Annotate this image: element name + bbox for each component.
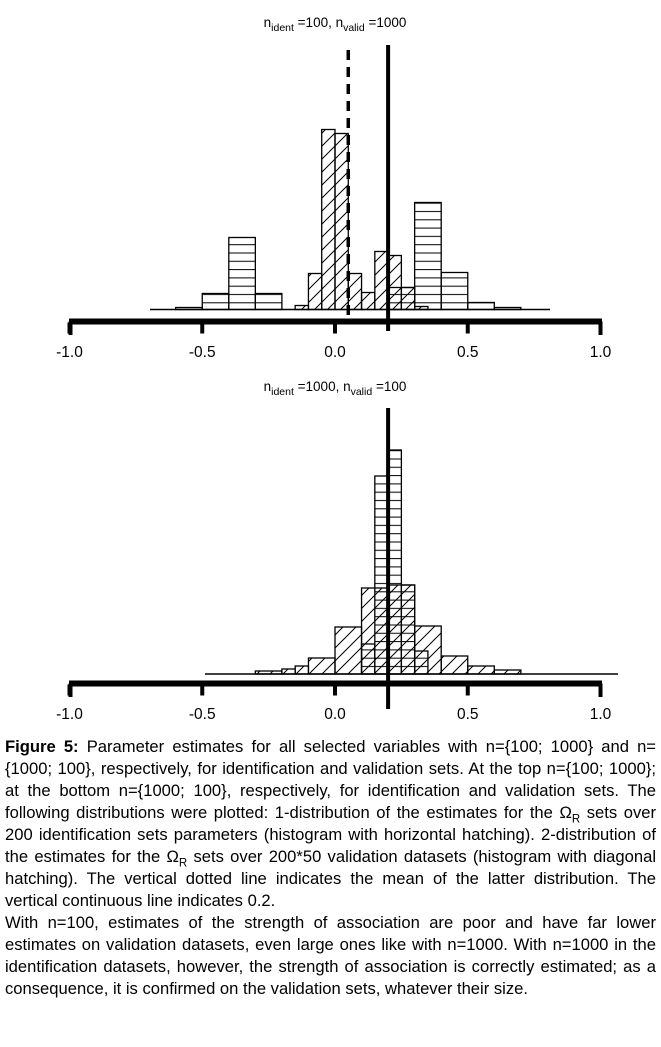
caption-text: Parameter estimates for all selected var… [5,737,656,822]
bottom-histogram-chart: -1.0 -0.5 0.0 0.5 1.0 nident =1000, nvalid =1… [56,379,618,723]
chart-title-text: n [264,379,272,394]
hist-bar-diagonal-hatch [467,665,495,675]
hist-bar-horizontal-hatch [228,236,257,311]
hist-bar-diagonal-hatch [294,304,310,311]
caption-subscript: R [571,813,581,826]
chart-title-text: =100 [372,379,406,394]
chart-title: nident =1000, nvalid =100 [264,379,407,398]
caption-text: sets over 200 identification sets parame… [5,803,657,866]
x-axis-tick-label: -1.0 [56,706,83,723]
hist-bar-horizontal-hatch [413,201,442,311]
hist-bar-diagonal-hatch [360,587,389,675]
hist-bar-diagonal-hatch [307,272,323,311]
chart-title: nident =100, nvalid =1000 [264,15,407,34]
x-axis-tick-label: -0.5 [189,706,216,723]
caption-text: sets over 200*50 validation datasets (hi… [5,847,657,910]
hist-bar-diagonal-hatch [254,670,283,675]
x-axis-tick-label: 0.5 [457,706,479,723]
x-axis-tick-label: 0.0 [324,706,346,723]
chart-title-subscript: valid [343,22,365,34]
chart-title-subscript: ident [271,22,294,34]
caption-text: Ω [559,803,572,822]
figure-caption: Figure 5: Parameter estimates for all se… [0,734,661,1000]
x-axis-tick-label: 0.0 [324,344,346,361]
figure-5-parameter-estimates: -1.0 -0.5 0.0 0.5 1.0 nident =100, nvalid =10… [0,15,661,1000]
caption-text: With n=100, estimates of the strength of… [5,913,656,998]
hist-bar-horizontal-hatch [254,292,283,311]
caption-paragraph: With n=100, estimates of the strength of… [5,912,656,1000]
hist-bar-diagonal-hatch [347,272,363,311]
chart-title-text: =100, n [294,15,343,30]
hist-bar-horizontal-hatch [467,301,495,311]
x-axis-tick-label: -1.0 [56,344,83,361]
hist-bar-diagonal-hatch [360,291,376,311]
hist-bar-diagonal-hatch [334,132,349,311]
hist-bar-diagonal-hatch [413,305,429,311]
hist-bar-diagonal-hatch [400,286,416,311]
chart-title-subscript: ident [271,386,294,398]
caption-subscript: R [178,857,188,870]
hist-bar-horizontal-hatch [175,306,203,311]
hist-bar-diagonal-hatch [413,625,442,675]
hist-bar-diagonal-hatch [294,665,310,675]
x-axis-tick-label: 1.0 [590,344,612,361]
hist-bar-diagonal-hatch [321,128,336,311]
x-axis-tick-label: -0.5 [189,344,216,361]
caption-text: Ω [166,847,179,866]
hist-bar-horizontal-hatch [201,292,230,311]
top-histogram-chart: -1.0 -0.5 0.0 0.5 1.0 nident =100, nvalid =10… [56,15,612,361]
hist-bar-horizontal-hatch [440,271,469,311]
hist-bar-diagonal-hatch [307,657,336,675]
hist-bar-diagonal-hatch [440,655,469,675]
hist-bar-diagonal-hatch [387,584,416,675]
chart-title-subscript: valid [351,386,373,398]
hist-bar-diagonal-hatch [281,668,296,675]
x-axis-tick-label: 0.5 [457,344,479,361]
caption-paragraph: Figure 5: Parameter estimates for all se… [5,736,656,912]
chart-title-text: =1000, n [294,379,351,394]
hist-bar-diagonal-hatch [334,626,363,675]
chart-title-text: =1000 [365,15,407,30]
chart-title-text: n [264,15,272,30]
hist-bar-horizontal-hatch [493,306,522,311]
hist-bar-diagonal-hatch [493,669,522,675]
caption-figure-label: Figure 5: [5,737,79,756]
x-axis-tick-label: 1.0 [590,706,612,723]
